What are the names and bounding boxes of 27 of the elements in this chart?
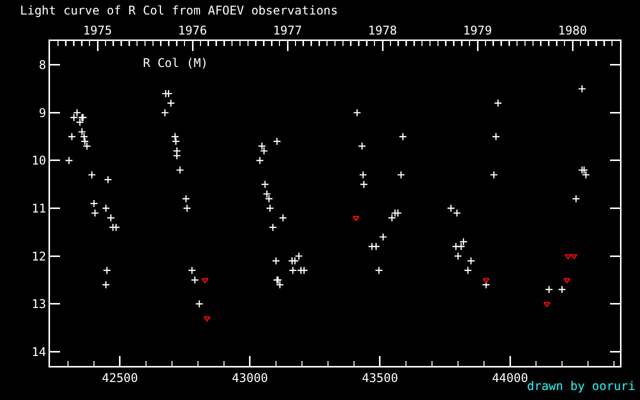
point — [570, 254, 578, 260]
y-tick-label: 13 — [32, 297, 46, 312]
x-tick-label: 43000 — [232, 370, 268, 385]
y-tick-label: 11 — [32, 201, 46, 216]
annotation: R Col (M) — [143, 56, 208, 70]
y-tick-label: 8 — [38, 58, 46, 72]
x-tick-label: 44000 — [492, 370, 528, 385]
point — [563, 278, 570, 284]
x2-tick-label: 1977 — [273, 24, 302, 38]
x-tick-label: 43500 — [362, 370, 398, 385]
point — [201, 278, 208, 284]
chart-title: Light curve of R Col from AFOEV observations — [20, 3, 338, 18]
x2-tick-label: 1980 — [558, 24, 587, 38]
y-tick-label: 14 — [32, 344, 46, 359]
x-tick-label: 42500 — [102, 370, 138, 385]
x2-tick-label: 1975 — [83, 24, 112, 38]
point — [352, 216, 360, 221]
y-tick-label: 12 — [32, 249, 46, 264]
point — [482, 278, 490, 284]
point — [204, 316, 211, 322]
x2-tick-label: 1979 — [463, 24, 492, 38]
text: drawn by ooruri — [527, 379, 636, 393]
y-tick-label: 10 — [32, 154, 46, 168]
y-tick-label: 9 — [38, 106, 46, 120]
x2-tick-label: 1978 — [368, 24, 397, 38]
point — [564, 254, 572, 260]
x2-tick-label: 1976 — [178, 24, 207, 38]
